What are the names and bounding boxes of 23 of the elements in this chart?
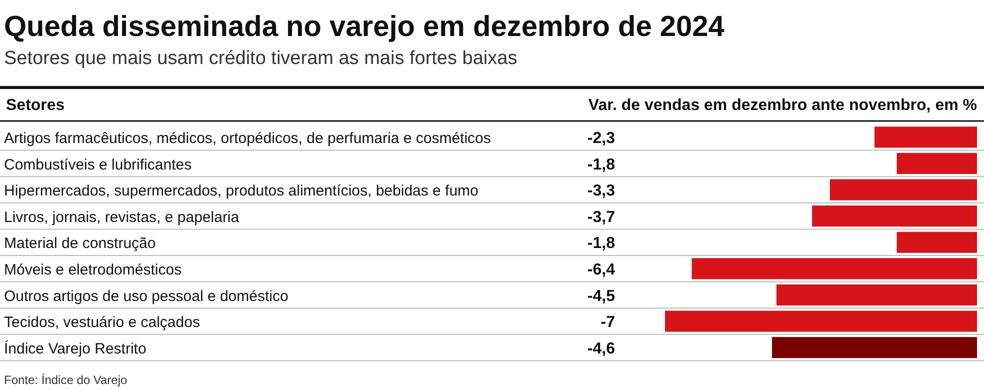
data-label: -4,5 bbox=[587, 288, 616, 305]
y-tick-label: Livros, jornais, revistas, e papelaria bbox=[4, 208, 240, 226]
y-tick-label: Móveis e eletrodomésticos bbox=[4, 262, 182, 278]
y-tick-label: Hipermercados, supermercados, produtos alimentícios, bebidas e fumo bbox=[4, 182, 478, 200]
y-tick-label: Artigos farmacêuticos, médicos, ortopédicos, de perfumaria e cosméticos bbox=[4, 130, 491, 147]
data-label: -1,8 bbox=[587, 156, 616, 174]
data-label: -7 bbox=[600, 314, 616, 332]
y-tick-label: Material de construção bbox=[4, 235, 156, 252]
y-tick-label: Índice Varejo Restrito bbox=[4, 339, 146, 358]
data-label: -4,6 bbox=[587, 340, 616, 358]
y-tick-label: Outros artigos de uso pessoal e doméstico bbox=[4, 288, 288, 305]
y-tick-label: Combustíveis e lubrificantes bbox=[4, 156, 192, 174]
data-label: -6,4 bbox=[587, 262, 616, 278]
data-label: -3,3 bbox=[587, 182, 616, 200]
data-label: -2,3 bbox=[587, 130, 616, 147]
y-tick-label: Tecidos, vestuário e calçados bbox=[4, 314, 200, 332]
y-axis-title: Setores bbox=[6, 97, 65, 114]
text: Queda disseminada no varejo em dezembro de 2024 bbox=[4, 11, 724, 43]
data-label: -3,7 bbox=[587, 208, 616, 226]
data-label: -1,8 bbox=[587, 235, 616, 252]
x-axis-title: Var. de vendas em dezembro ante novembro, em % bbox=[588, 97, 977, 114]
source-note: Fonte: Índice do Varejo bbox=[4, 373, 128, 387]
text: Setores que mais usam crédito tiveram as mais fortes baixas bbox=[4, 48, 518, 69]
